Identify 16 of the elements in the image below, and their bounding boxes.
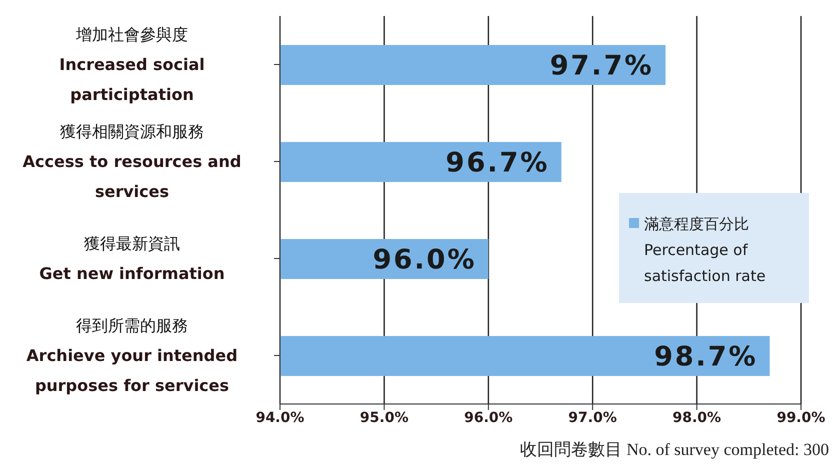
x-tick-label: 98.0% (672, 410, 722, 426)
data-label: 96.0% (372, 244, 476, 276)
x-tick-label: 97.0% (568, 410, 617, 426)
legend-label: 滿意程度百分比 Percentage of satisfaction rate (644, 214, 766, 287)
data-label: 98.7% (654, 342, 758, 373)
text: 收回問卷數目 No. of survey completed: 300 (520, 439, 829, 461)
x-tick-label: 96.0% (464, 410, 513, 426)
y-tick-label: 增加社會參與度 Increased social participtation (59, 25, 205, 104)
y-tick-label: 獲得相關資源和服務 Access to resources and services (22, 122, 242, 202)
x-tick-label: 94.0% (256, 410, 304, 426)
x-tick-label: 99.0% (776, 410, 826, 426)
y-tick-label: 獲得最新資訊 Get new information (39, 234, 225, 284)
y-tick-label: 得到所需的服務 Archieve your intended purposes for services (26, 316, 238, 396)
data-label: 97.7% (550, 50, 654, 82)
x-tick-label: 95.0% (360, 410, 408, 426)
data-label: 96.7% (446, 148, 550, 179)
